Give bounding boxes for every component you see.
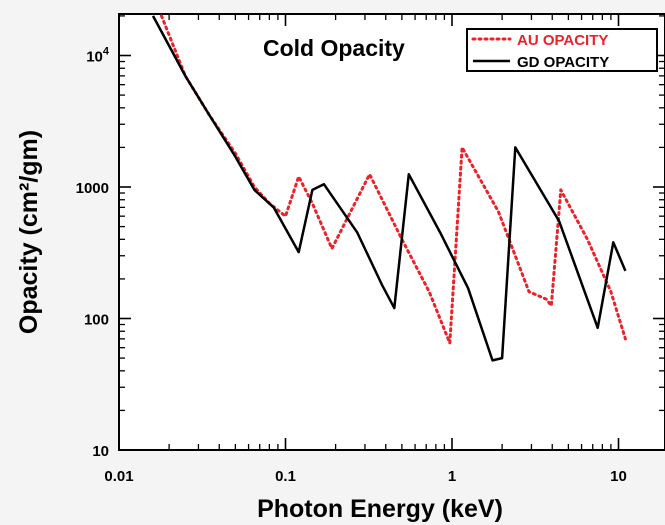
minor-ticks	[119, 14, 665, 450]
y-axis-title: Opacity (cm²/gm)	[15, 130, 43, 334]
y-tick-label: 100	[84, 312, 109, 329]
x-tick-label: 1	[448, 468, 456, 485]
plot-frame	[118, 13, 665, 451]
x-axis-title: Photon Energy (keV)	[257, 495, 503, 523]
chart-title: Cold Opacity	[263, 35, 405, 61]
legend: AU OPACITY GD OPACITY	[466, 28, 658, 72]
legend-gd-label: GD OPACITY	[517, 54, 609, 71]
major-ticks	[118, 14, 665, 451]
legend-au-label: AU OPACITY	[517, 32, 608, 49]
y-tick-exponent: 4	[103, 46, 110, 58]
y-tick-label: 10	[92, 443, 109, 460]
series-layer	[151, 14, 627, 362]
x-tick-labels: 0.01 0.1 1 10	[104, 468, 626, 485]
y-tick-labels: 10 100 1000 104	[76, 46, 110, 461]
legend-box	[466, 28, 658, 72]
x-tick-label: 0.1	[275, 468, 296, 485]
x-tick-label: 10	[610, 468, 627, 485]
x-tick-label: 0.01	[104, 468, 133, 485]
y-tick-label: 1000	[76, 180, 109, 197]
series-gd-opacity-line	[151, 15, 627, 362]
y-tick-label: 104	[86, 46, 110, 66]
